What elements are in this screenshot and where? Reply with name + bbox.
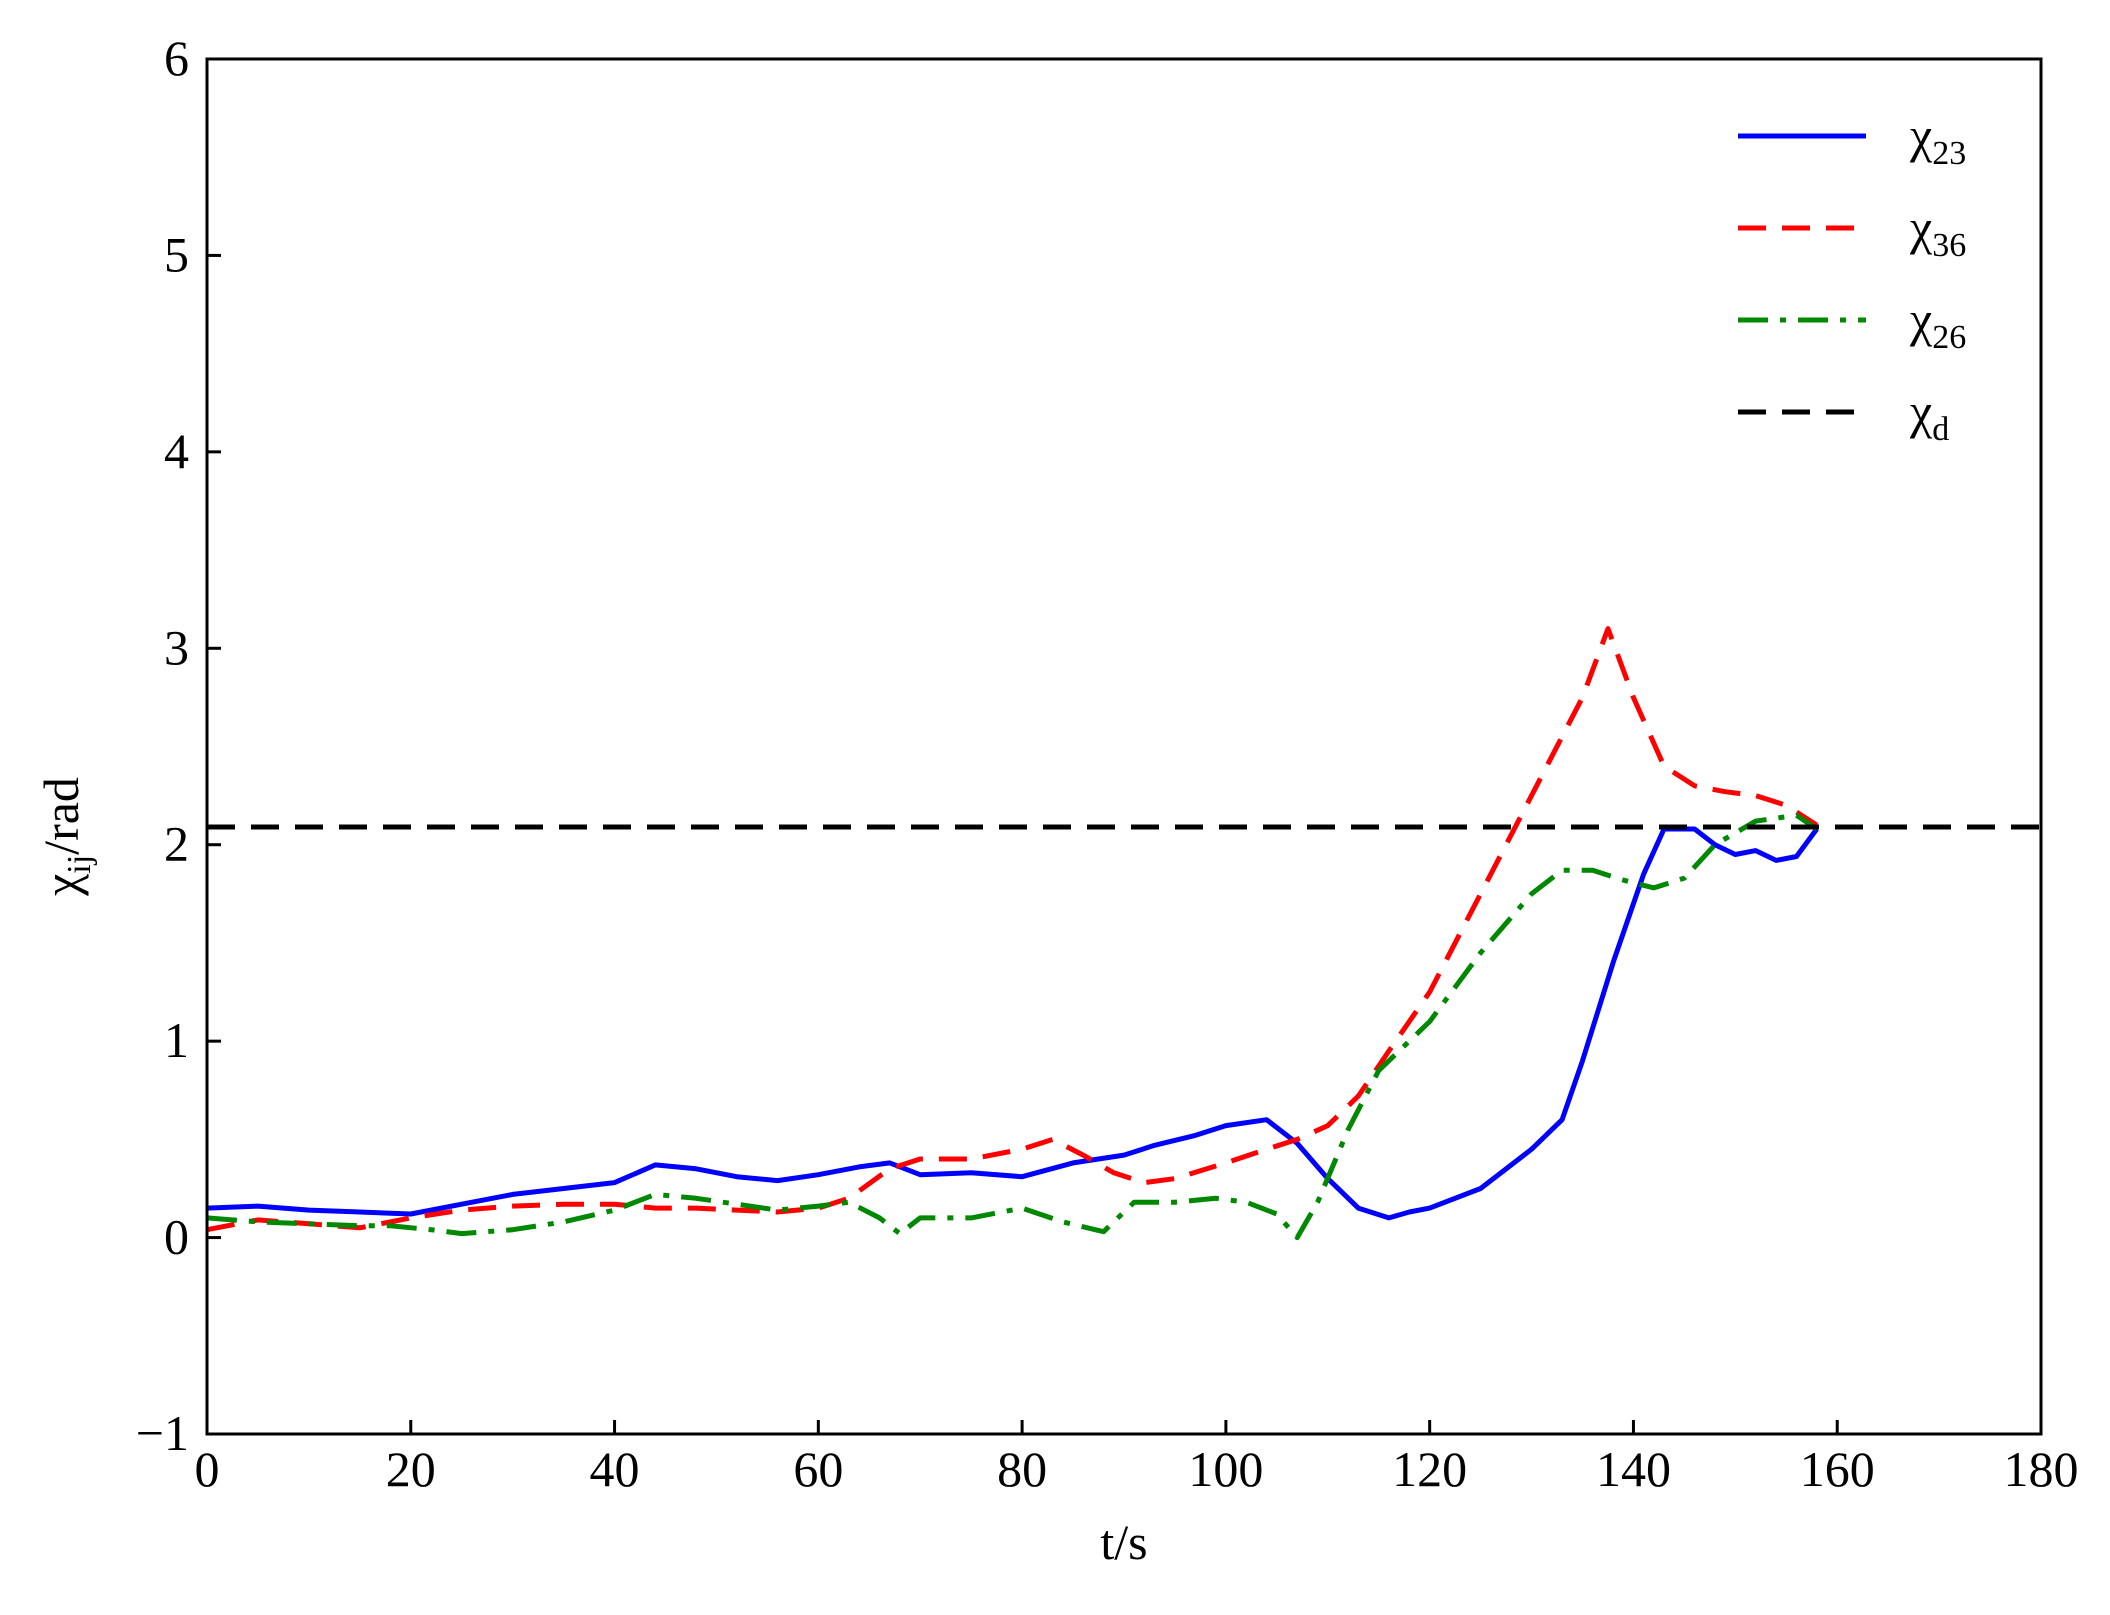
x-tick-label: 120 xyxy=(1392,1441,1467,1497)
x-axis-title: t/s xyxy=(1100,1514,1147,1570)
legend-label-base: χ xyxy=(1909,199,1932,255)
legend-label-sub: d xyxy=(1932,411,1949,448)
legend-label-base: χ xyxy=(1909,383,1932,439)
y-tick-label: 0 xyxy=(164,1209,189,1265)
y-tick-label: −1 xyxy=(136,1405,189,1461)
y-axis-title-suffix: /rad xyxy=(33,777,89,855)
y-tick-label: 1 xyxy=(164,1012,189,1068)
y-tick-label: 4 xyxy=(164,423,189,479)
plot-frame xyxy=(205,57,2043,1436)
series-layer xyxy=(206,626,2041,1241)
legend-label-26: χ26 xyxy=(1909,291,1966,356)
legend-label-sub: 36 xyxy=(1932,227,1966,264)
x-tick-label: 20 xyxy=(386,1441,436,1497)
series-line-26 xyxy=(206,812,1819,1241)
y-tick-label: 6 xyxy=(164,30,189,86)
y-tick-label: 5 xyxy=(164,226,189,282)
legend-label-base: χ xyxy=(1909,107,1932,163)
x-tick-label: 60 xyxy=(793,1441,843,1497)
legend-label-sub: 23 xyxy=(1932,135,1966,172)
y-axis-title: χij/rad xyxy=(33,777,98,897)
x-tick-label: 80 xyxy=(997,1441,1047,1497)
y-axis-title-base: χ xyxy=(33,874,89,897)
series-line-23 xyxy=(206,826,1819,1221)
legend-label-23: χ23 xyxy=(1909,107,1966,172)
x-tick-label: 160 xyxy=(1800,1441,1875,1497)
x-tick-label: 40 xyxy=(590,1441,640,1497)
legend-label-sub: 26 xyxy=(1932,319,1966,356)
legend-label-d: χd xyxy=(1909,383,1949,448)
x-tick-label: 140 xyxy=(1596,1441,1671,1497)
y-tick-label: 3 xyxy=(164,619,189,675)
x-tick-label: 100 xyxy=(1188,1441,1263,1497)
y-axis-title-sub: ij xyxy=(61,855,98,874)
legend-label-base: χ xyxy=(1909,291,1932,347)
legend-label-36: χ36 xyxy=(1909,199,1966,264)
x-tick-label: 180 xyxy=(2004,1441,2079,1497)
series-line-36 xyxy=(206,626,1819,1233)
x-tick-label: 0 xyxy=(195,1441,220,1497)
y-tick-label: 2 xyxy=(164,816,189,872)
